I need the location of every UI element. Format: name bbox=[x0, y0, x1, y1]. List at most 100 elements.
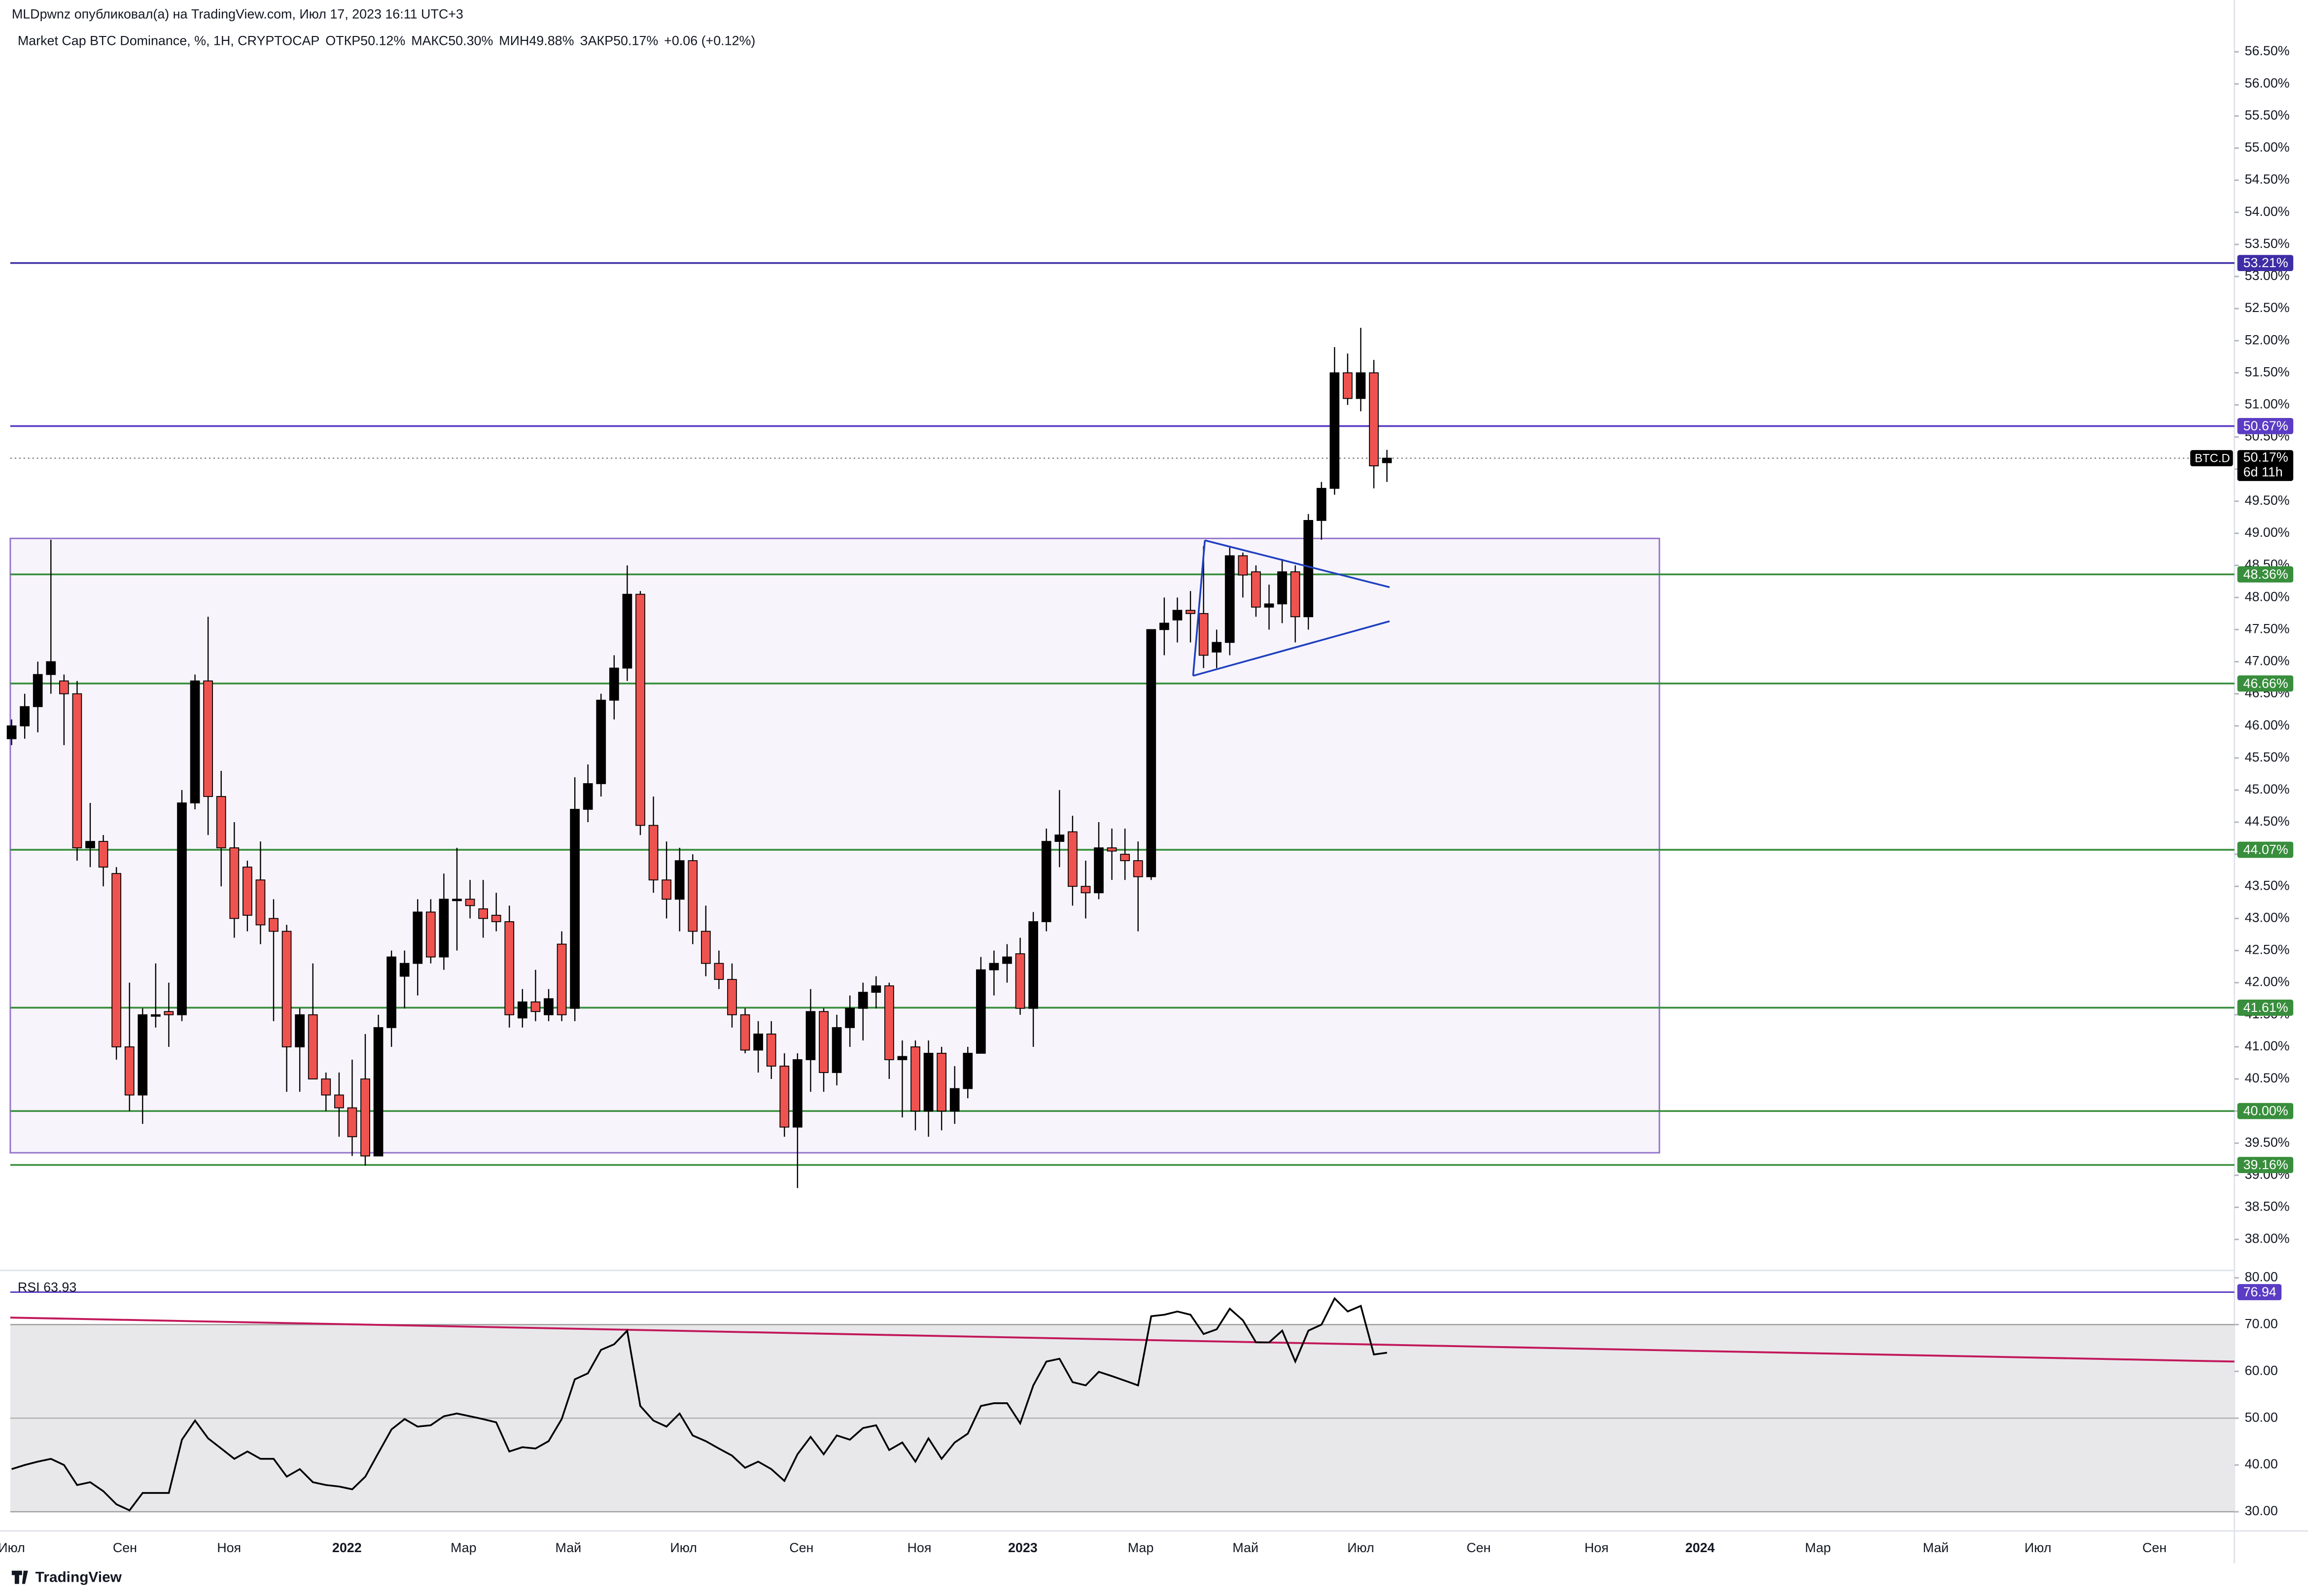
candle-body bbox=[544, 998, 554, 1015]
triangle-line bbox=[1192, 620, 1390, 677]
candle-body bbox=[963, 1053, 973, 1089]
candle-body bbox=[229, 847, 240, 919]
rsi-line bbox=[11, 1297, 1387, 1512]
level-label-box bbox=[2237, 841, 2294, 858]
x-tick-label: Ноя bbox=[1584, 1540, 1609, 1555]
candle-body bbox=[910, 1046, 920, 1112]
candle-body bbox=[989, 963, 999, 971]
level-label-box bbox=[2237, 1103, 2294, 1119]
change: +0.06 (+0.12%) bbox=[664, 33, 755, 48]
candle-body bbox=[923, 1053, 934, 1112]
candle-body bbox=[779, 1066, 790, 1128]
rsi-trendline bbox=[10, 1317, 2235, 1363]
candle-body bbox=[648, 825, 659, 881]
candle-body bbox=[740, 1014, 750, 1051]
ohlc-label: МИН bbox=[499, 33, 529, 48]
candle-body bbox=[622, 593, 632, 669]
y-tick-label: 45.00% bbox=[2245, 782, 2290, 797]
candle-body bbox=[203, 680, 213, 797]
y-tick-label: 52.00% bbox=[2245, 332, 2290, 347]
candle-body bbox=[1290, 571, 1300, 618]
candle-body bbox=[269, 918, 279, 932]
y-tick-label: 41.00% bbox=[2245, 1039, 2290, 1053]
x-tick-label: Май bbox=[1923, 1540, 1949, 1555]
y-tick-label: 56.00% bbox=[2245, 75, 2290, 90]
candle-body bbox=[1251, 571, 1261, 608]
candle-body bbox=[570, 809, 580, 1009]
candle-body bbox=[1094, 847, 1104, 894]
y-tick-label: 49.00% bbox=[2245, 525, 2290, 540]
y-tick-label: 49.50% bbox=[2245, 493, 2290, 508]
ohlc-label: МАКС bbox=[411, 33, 448, 48]
rsi-y-tick-label: 30.00 bbox=[2245, 1503, 2278, 1518]
candle-body bbox=[753, 1033, 763, 1051]
countdown: 6d 11h bbox=[2243, 465, 2283, 480]
y-tick-label: 43.00% bbox=[2245, 910, 2290, 925]
last-price-box bbox=[2237, 450, 2294, 481]
ohlc-label: ОТКР bbox=[325, 33, 360, 48]
candle-body bbox=[20, 706, 30, 727]
candle-body bbox=[1002, 956, 1012, 964]
candle-body bbox=[662, 879, 671, 900]
x-tick-label: Июл bbox=[2025, 1540, 2052, 1555]
level-label-box bbox=[2237, 418, 2294, 434]
candle-body bbox=[413, 911, 423, 964]
triangle-edge bbox=[1192, 540, 1206, 676]
level-label: 50.67% bbox=[2243, 418, 2288, 433]
candle-body bbox=[111, 873, 121, 1047]
x-tick-label: Июл bbox=[670, 1540, 697, 1555]
candle-body bbox=[138, 1014, 148, 1096]
y-tick-label: 47.00% bbox=[2245, 654, 2290, 668]
candle-body bbox=[321, 1078, 331, 1096]
y-tick-label: 45.50% bbox=[2245, 750, 2290, 764]
candle-body bbox=[714, 963, 724, 980]
candle-body bbox=[255, 879, 266, 926]
candle-body bbox=[1067, 831, 1078, 887]
candle-body bbox=[557, 943, 567, 1015]
level-label: 46.66% bbox=[2243, 676, 2288, 691]
candle-body bbox=[1133, 860, 1143, 877]
last-symbol-box bbox=[2190, 450, 2233, 466]
triangle-line bbox=[1204, 539, 1390, 589]
candle-body bbox=[124, 1046, 135, 1096]
ohlc-value: 49.88% bbox=[529, 33, 574, 48]
candle-body bbox=[596, 699, 606, 784]
rsi-y-tick-label: 50.00 bbox=[2245, 1410, 2278, 1424]
rsi-level-label: 76.94 bbox=[2243, 1284, 2276, 1299]
level-label-box bbox=[2237, 1000, 2294, 1016]
candle-body bbox=[347, 1107, 357, 1138]
candle-body bbox=[177, 802, 187, 1015]
rsi-y-tick-label: 80.00 bbox=[2245, 1270, 2278, 1284]
candle-body bbox=[478, 908, 488, 919]
y-tick-label: 39.50% bbox=[2245, 1135, 2290, 1149]
y-tick-label: 42.00% bbox=[2245, 974, 2290, 989]
x-tick-label: Сен bbox=[1467, 1540, 1491, 1555]
candle-body bbox=[805, 1011, 816, 1060]
y-tick-label: 38.50% bbox=[2245, 1199, 2290, 1214]
x-tick-label: Сен bbox=[789, 1540, 813, 1555]
x-tick-label: Ноя bbox=[217, 1540, 241, 1555]
candle-body bbox=[937, 1053, 946, 1112]
x-tick-label: Сен bbox=[113, 1540, 137, 1555]
candle-body bbox=[399, 963, 410, 977]
y-tick-label: 53.50% bbox=[2245, 236, 2290, 251]
x-tick-label: Июл bbox=[1347, 1540, 1374, 1555]
candle-body bbox=[1028, 921, 1038, 1009]
candle-body bbox=[635, 593, 645, 826]
candle-body bbox=[1342, 372, 1353, 399]
ohlc-value: 50.12% bbox=[360, 33, 405, 48]
candle-body bbox=[688, 860, 698, 932]
candle-body bbox=[530, 1001, 541, 1012]
y-tick-label: 51.50% bbox=[2245, 364, 2290, 379]
y-tick-label: 54.50% bbox=[2245, 172, 2290, 187]
candle-body bbox=[1277, 571, 1287, 605]
y-tick-label: 43.50% bbox=[2245, 878, 2290, 893]
candle-body bbox=[727, 979, 737, 1015]
level-label: 39.16% bbox=[2243, 1157, 2288, 1172]
candle-body bbox=[871, 985, 881, 993]
x-tick-label: Ноя bbox=[908, 1540, 932, 1555]
rsi-y-tick-label: 60.00 bbox=[2245, 1363, 2278, 1378]
candle-body bbox=[504, 921, 515, 1015]
